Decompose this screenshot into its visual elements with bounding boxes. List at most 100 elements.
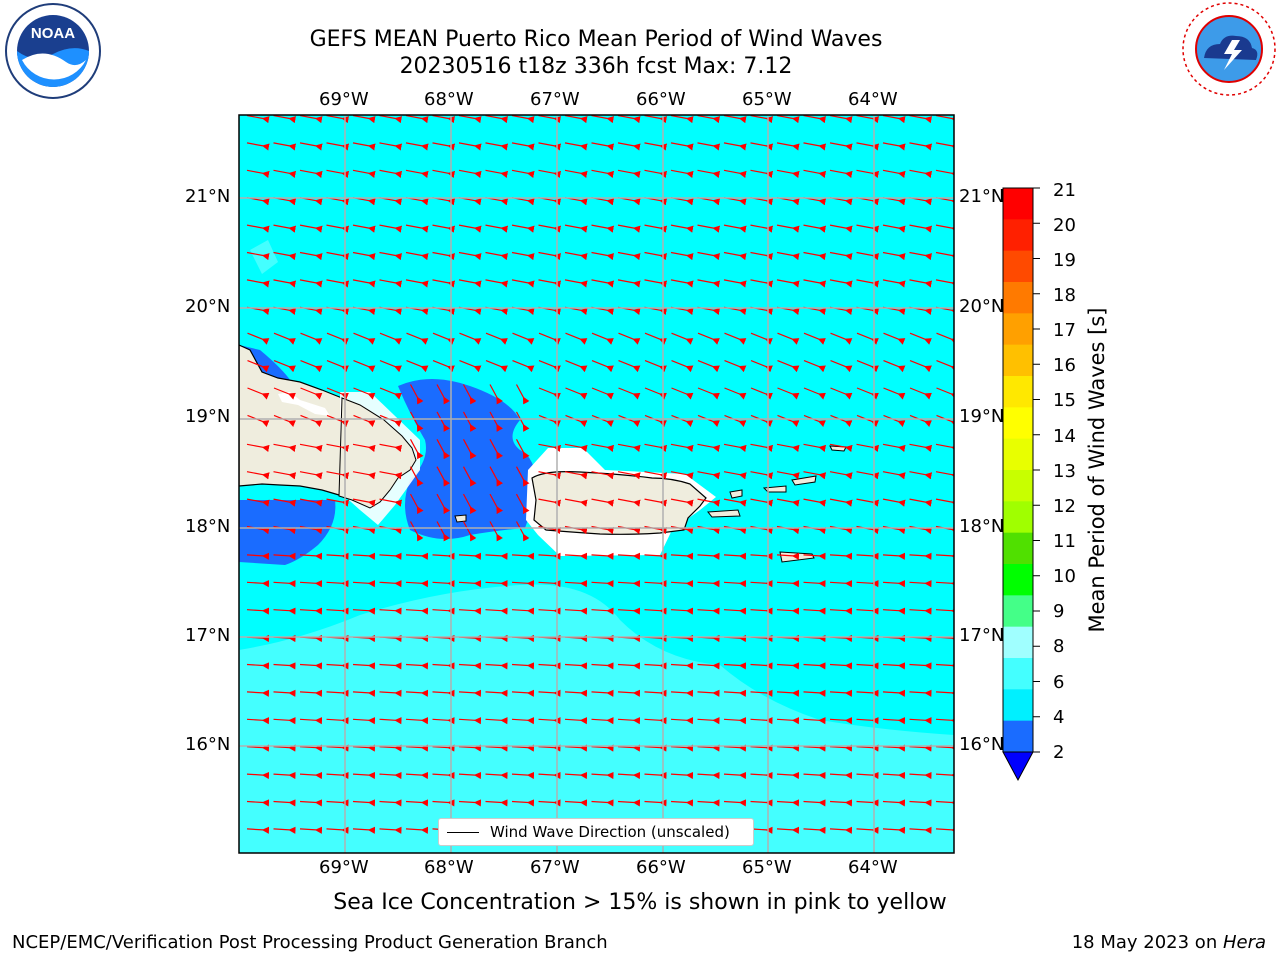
wave-direction-arrow [882,498,906,507]
wave-direction-arrow [909,332,932,345]
wave-direction-arrow [379,169,403,178]
wave-direction-arrow [379,471,403,480]
wave-direction-arrow [935,224,954,233]
wave-direction-arrow [883,387,906,400]
wave-direction-arrow [436,466,451,487]
wave-direction-arrow [856,498,880,507]
wave-direction-arrow [326,224,350,233]
wave-direction-arrow [644,115,668,124]
wave-direction-arrow [432,552,455,560]
wave-direction-arrow [458,251,482,261]
wave-direction-arrow [458,552,482,560]
wave-direction-arrow [379,799,402,807]
wave-direction-arrow [591,580,614,588]
wave-direction-arrow [432,115,456,124]
colorbar-segment [1003,282,1033,314]
wave-direction-arrow [697,115,721,124]
wave-direction-arrow [405,744,429,752]
wave-direction-arrow [670,279,694,288]
wave-direction-arrow [299,279,323,288]
wave-direction-arrow [750,471,774,480]
wave-direction-arrow [618,332,641,345]
wave-direction-arrow [803,115,827,124]
wave-direction-arrow [750,689,773,697]
map-legend: Wind Wave Direction (unscaled) [438,818,754,846]
wave-direction-arrow [697,387,720,400]
wave-direction-arrow [379,689,402,697]
wave-direction-arrow [326,360,349,373]
wave-direction-arrow [273,717,296,725]
wave-direction-arrow [511,771,535,780]
colorbar-segment [1003,595,1033,628]
wave-direction-arrow [670,689,694,697]
wave-direction-arrow [405,552,429,560]
wave-direction-arrow [458,279,482,288]
wave-direction-arrow [670,443,694,452]
wave-direction-arrow [776,251,800,261]
noaa-logo-text: NOAA [31,25,75,42]
wave-direction-arrow [511,115,535,124]
noaa-logo: NOAA [5,3,101,99]
wave-direction-arrow [777,360,800,373]
wave-direction-arrow [512,360,535,373]
wave-direction-arrow [538,142,562,151]
wave-direction-arrow [564,471,588,480]
wave-direction-arrow [617,142,641,151]
wave-direction-arrow [273,771,296,780]
wave-direction-arrow [750,607,773,615]
wave-direction-arrow [405,251,429,261]
wave-direction-arrow [909,169,933,178]
wave-direction-arrow [617,552,641,560]
wave-direction-arrow [856,744,879,752]
wave-direction-arrow [882,826,906,834]
wave-direction-arrow [458,689,482,697]
wave-direction-arrow [909,251,933,261]
wave-direction-arrow [644,251,668,261]
wave-direction-arrow [644,142,668,151]
wave-direction-arrow [830,360,853,373]
wave-direction-arrow [564,799,588,807]
wave-direction-arrow [299,744,323,752]
wave-direction-arrow [246,279,270,288]
wave-direction-arrow [803,689,826,697]
lon-label-top: 67°W [530,89,580,110]
wave-direction-arrow [723,717,747,725]
wave-direction-arrow [515,384,530,405]
wave-direction-arrow [352,607,376,615]
wave-direction-arrow [511,224,535,233]
wave-direction-arrow [697,717,720,725]
wave-direction-arrow [909,443,933,452]
colorbar-title: Mean Period of Wind Waves [s] [1085,307,1109,633]
wave-direction-arrow [326,471,350,480]
wave-direction-arrow [935,471,954,480]
colorbar-tick: 15 [1053,390,1076,411]
map-area [239,115,954,853]
colorbar-tick: 8 [1053,636,1065,657]
colorbar-segment [1003,376,1033,408]
sea-ice-note: Sea Ice Concentration > 15% is shown in … [333,890,947,915]
wave-direction-arrow [617,717,641,725]
wave-direction-arrow [511,142,535,151]
wave-direction-arrow [299,799,323,807]
wave-direction-arrow [856,580,879,588]
wave-direction-arrow [882,115,906,124]
wave-direction-arrow [515,466,530,487]
wave-direction-arrow [829,580,853,588]
lat-label-left: 20°N [185,296,231,317]
wave-direction-arrow [697,552,720,560]
wave-direction-arrow [618,360,641,373]
wave-direction-arrow [750,799,773,807]
lat-label-right: 20°N [959,296,1005,317]
wave-direction-arrow [856,224,880,233]
wave-direction-arrow [909,142,933,151]
wave-direction-arrow [882,717,906,725]
wave-direction-arrow [246,169,270,178]
wave-direction-arrow [830,332,853,345]
wave-direction-arrow [644,443,668,452]
wave-direction-arrow [406,332,429,345]
wave-direction-arrow [670,142,694,151]
wave-direction-arrow [246,552,270,560]
wave-direction-arrow [882,771,906,780]
wave-direction-arrow [909,771,932,780]
wave-direction-arrow [352,142,376,151]
